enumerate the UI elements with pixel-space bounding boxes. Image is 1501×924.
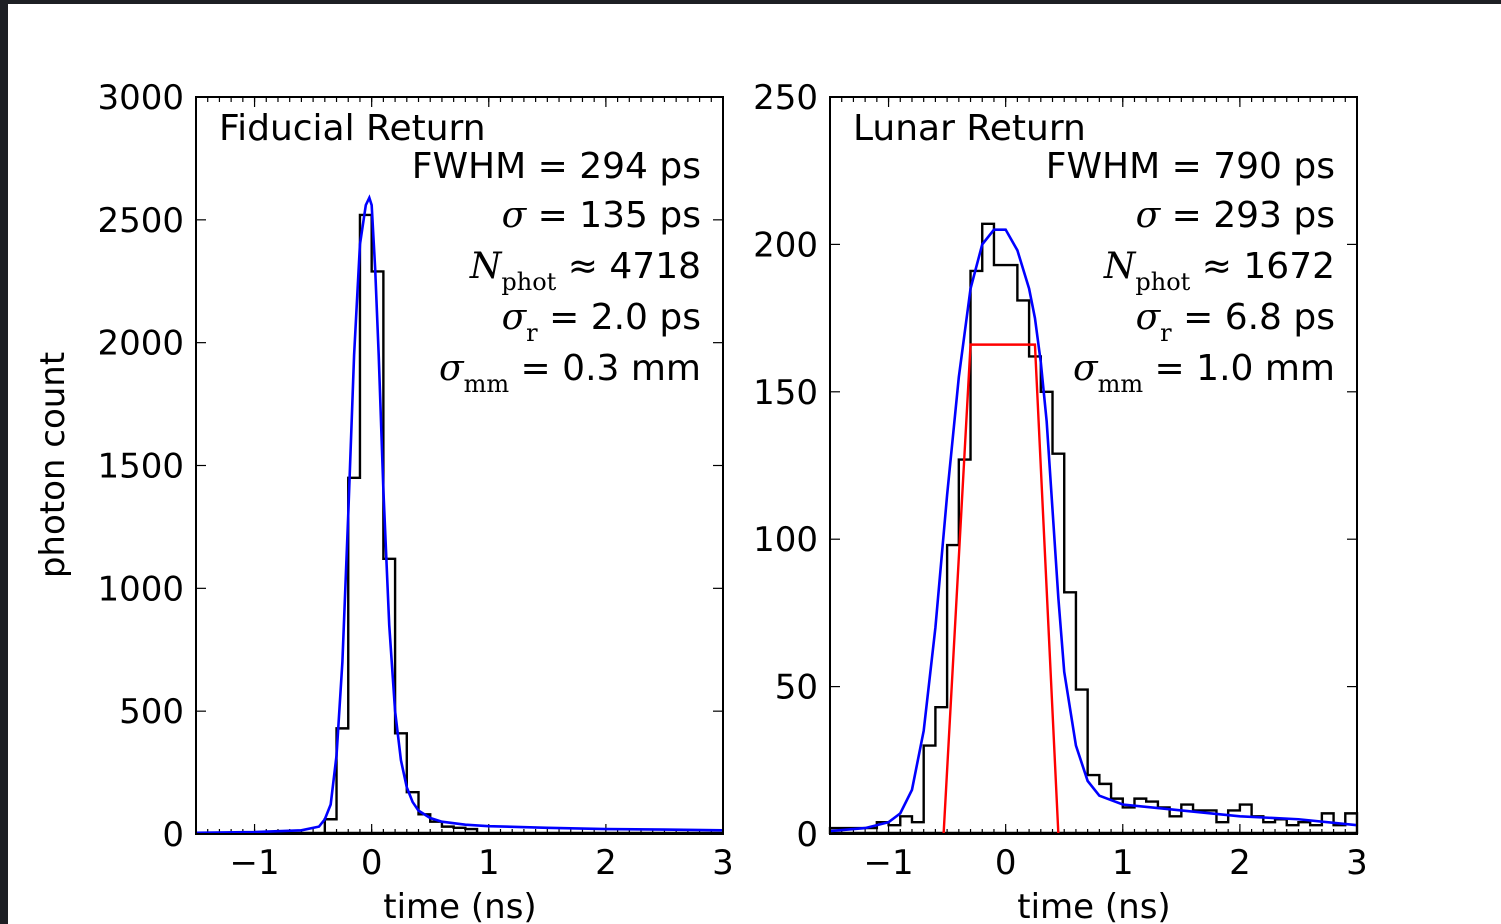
x-tick-label: 2 [1229, 843, 1251, 883]
fit-curve [195, 194, 724, 835]
math-symbol: σ [1136, 195, 1162, 236]
math-symbol: σ [502, 297, 528, 338]
stat-annotation: σmm = 1.0 mm [1073, 348, 1335, 398]
x-tick-label: 1 [478, 843, 500, 883]
stat-value: FWHM = 294 ps [412, 146, 701, 187]
stat-annotation: σr = 6.8 ps [1136, 297, 1335, 347]
stat-value: = 135 ps [526, 195, 701, 236]
stat-annotation: Nphot ≈ 4718 [469, 246, 701, 296]
math-symbol: σ [502, 195, 528, 236]
x-tick-label: 0 [361, 843, 383, 883]
stat-value: = 6.8 ps [1172, 297, 1335, 338]
x-tick-label: 3 [712, 843, 734, 883]
stat-annotation: σ = 135 ps [502, 195, 701, 236]
x-axis-label-left: time (ns) [383, 887, 536, 924]
y-tick-label: 0 [796, 815, 818, 855]
panel-title-lunar: Lunar Return [853, 108, 1086, 149]
stat-value: = 0.3 mm [509, 348, 701, 389]
stat-annotation: FWHM = 790 ps [1046, 146, 1335, 187]
stat-annotation: Nphot ≈ 1672 [1103, 246, 1335, 296]
ticks-group: −1 0 1 2 3 0 50 100 150 200 250 [753, 78, 1368, 883]
left-panel: photon count time (ns) Fiducial Return −… [33, 78, 734, 924]
stat-annotation: FWHM = 294 ps [412, 146, 701, 187]
math-subscript: mm [1098, 370, 1144, 398]
histogram-step [323, 213, 479, 834]
stat-annotation: σmm = 0.3 mm [439, 348, 701, 398]
ticks-group: −1 0 1 2 3 0 500 1000 1500 2000 2500 3000 [97, 78, 733, 883]
x-tick-label: 3 [1346, 843, 1368, 883]
math-subscript: mm [464, 370, 510, 398]
y-tick-label: 150 [753, 373, 818, 413]
y-tick-label: 2000 [97, 324, 184, 364]
stat-value: = 2.0 ps [538, 297, 701, 338]
math-subscript: phot [501, 268, 556, 296]
y-tick-label: 250 [753, 78, 818, 118]
x-axis-label-right: time (ns) [1017, 887, 1170, 924]
y-tick-label: 3000 [97, 78, 184, 118]
x-tick-label: 1 [1112, 843, 1134, 883]
stat-annotation: σr = 2.0 ps [502, 297, 701, 347]
x-tick-label: −1 [229, 843, 279, 883]
math-subscript: phot [1135, 268, 1190, 296]
x-tick-label: 0 [995, 843, 1017, 883]
stat-annotation: σ = 293 ps [1136, 195, 1335, 236]
x-tick-label: 2 [595, 843, 617, 883]
y-tick-label: 200 [753, 225, 818, 265]
math-symbol: σ [1073, 348, 1099, 389]
y-tick-label: 50 [775, 668, 818, 708]
y-tick-label: 0 [162, 815, 184, 855]
math-symbol: σ [439, 348, 465, 389]
stat-value: ≈ 4718 [556, 246, 701, 287]
math-subscript: r [526, 319, 538, 347]
plot-frame-left [195, 96, 724, 835]
x-tick-label: −1 [863, 843, 913, 883]
fit-curve [829, 228, 1358, 833]
stat-value: FWHM = 790 ps [1046, 146, 1335, 187]
math-symbol: N [1103, 246, 1137, 287]
trapezoid-fit [942, 343, 1060, 835]
math-subscript: r [1160, 319, 1172, 347]
y-tick-label: 2500 [97, 201, 184, 241]
plot-frame-right [829, 96, 1358, 835]
left-dark-border [0, 0, 8, 924]
y-axis-label-left: photon count [33, 352, 73, 578]
math-symbol: N [469, 246, 503, 287]
y-tick-label: 1000 [97, 569, 184, 609]
stat-value: = 293 ps [1160, 195, 1335, 236]
right-panel: time (ns) Lunar Return −1 0 1 2 3 0 50 100 150 20… [753, 78, 1368, 924]
y-tick-label: 500 [119, 692, 184, 732]
panel-title-fiducial: Fiducial Return [219, 108, 486, 149]
y-tick-label: 1500 [97, 447, 184, 487]
top-dark-border [0, 0, 1501, 4]
y-tick-label: 100 [753, 520, 818, 560]
stat-value: = 1.0 mm [1143, 348, 1335, 389]
stat-value: ≈ 1672 [1190, 246, 1335, 287]
series-group [195, 194, 724, 835]
math-symbol: σ [1136, 297, 1162, 338]
